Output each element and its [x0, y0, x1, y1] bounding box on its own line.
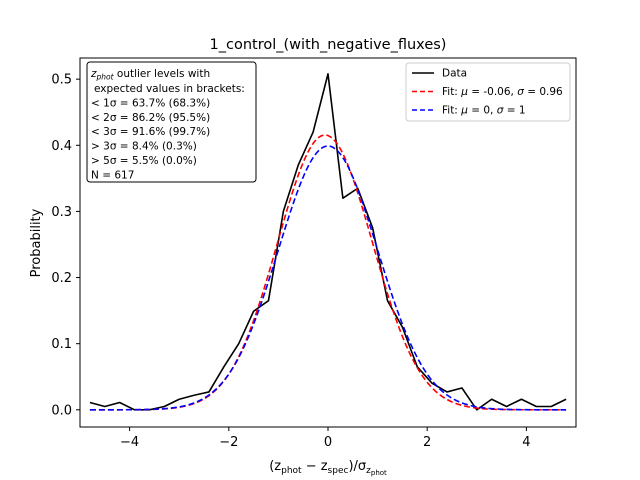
outlier-stats-line: > 5σ = 5.5% (0.0%) — [91, 155, 197, 167]
x-tick-label: −2 — [219, 435, 238, 450]
y-tick-label: 0.0 — [51, 403, 72, 418]
outlier-stats-line: < 3σ = 91.6% (99.7%) — [91, 126, 210, 138]
outlier-stats-header: zphot outlier levels with — [90, 68, 210, 82]
x-tick-label: 2 — [423, 435, 431, 450]
series-layer — [89, 73, 567, 411]
y-axis: 0.0 0.1 0.2 0.3 0.4 0.5 — [51, 73, 80, 418]
fit-curve — [89, 145, 567, 411]
y-axis-label: Probability — [29, 208, 44, 277]
outlier-stats-line: N = 617 — [91, 169, 134, 181]
chart-title: 1_control_(with_negative_fluxes) — [210, 37, 447, 53]
x-axis: −4 −2 0 2 4 — [120, 427, 531, 450]
data-line — [89, 73, 567, 411]
legend-entry: Fit: μ = -0.06, σ = 0.96 — [442, 86, 563, 98]
y-tick-label: 0.2 — [51, 271, 72, 286]
y-tick-label: 0.5 — [51, 73, 72, 88]
x-axis-label: (zphot − zspec)/σzphot — [269, 459, 387, 477]
x-tick-label: 4 — [522, 435, 530, 450]
x-tick-label: −4 — [120, 435, 139, 450]
outlier-stats-line: expected values in brackets: — [94, 83, 245, 95]
legend-entry: Fit: μ = 0, σ = 1 — [442, 105, 526, 117]
x-tick-label: 0 — [324, 435, 332, 450]
legend-entry: Data — [442, 68, 467, 80]
y-tick-label: 0.1 — [51, 337, 72, 352]
legend: Data Fit: μ = -0.06, σ = 0.96 Fit: μ = 0, … — [405, 62, 571, 122]
y-tick-label: 0.3 — [51, 205, 72, 220]
outlier-stats-line: > 3σ = 8.4% (0.3%) — [91, 141, 197, 153]
outlier-stats-line: < 2σ = 86.2% (95.5%) — [91, 112, 210, 124]
fit-curve — [89, 134, 567, 411]
legend-frame — [405, 62, 571, 122]
y-tick-label: 0.4 — [51, 139, 72, 154]
outlier-stats-line: < 1σ = 63.7% (68.3%) — [91, 97, 210, 109]
outlier-stats-box-frame — [86, 61, 257, 183]
